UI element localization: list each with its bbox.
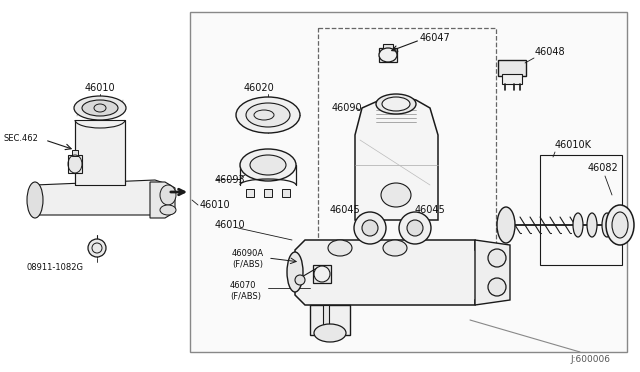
Ellipse shape [314, 266, 330, 282]
Ellipse shape [160, 185, 176, 205]
Text: 46090: 46090 [332, 103, 363, 113]
Bar [498, 60, 526, 76]
Ellipse shape [236, 97, 300, 133]
Text: 46010K: 46010K [555, 140, 592, 150]
Polygon shape [355, 95, 438, 220]
Bar [264, 189, 272, 197]
Text: 46093: 46093 [215, 175, 246, 185]
Bar [323, 305, 329, 327]
Bar [313, 265, 331, 283]
Bar [68, 155, 82, 173]
Text: (F/ABS): (F/ABS) [230, 292, 261, 301]
Bar [190, 12, 627, 352]
Polygon shape [75, 120, 125, 185]
Bar [282, 189, 290, 197]
Ellipse shape [587, 213, 597, 237]
Ellipse shape [488, 249, 506, 267]
Ellipse shape [612, 212, 628, 238]
Ellipse shape [88, 239, 106, 257]
Ellipse shape [82, 100, 118, 116]
Ellipse shape [240, 149, 296, 181]
Ellipse shape [362, 220, 378, 236]
Ellipse shape [160, 205, 176, 215]
Polygon shape [35, 180, 170, 215]
Bar [72, 150, 78, 156]
Ellipse shape [379, 48, 397, 62]
Text: 08911-1082G: 08911-1082G [26, 263, 83, 273]
Ellipse shape [381, 183, 411, 207]
Ellipse shape [74, 96, 126, 120]
Text: 46070: 46070 [230, 280, 257, 289]
Bar [310, 305, 350, 335]
Text: J:600006: J:600006 [570, 356, 610, 365]
Ellipse shape [376, 94, 416, 114]
Text: 46082: 46082 [588, 163, 619, 173]
Text: 46010: 46010 [84, 83, 115, 93]
Bar [318, 28, 496, 276]
Text: 46020: 46020 [244, 83, 275, 93]
Ellipse shape [287, 252, 303, 292]
Bar [502, 74, 522, 84]
Ellipse shape [488, 278, 506, 296]
Polygon shape [295, 240, 505, 305]
Ellipse shape [573, 213, 583, 237]
Ellipse shape [250, 155, 286, 175]
Text: 46090A: 46090A [232, 248, 264, 257]
Ellipse shape [399, 212, 431, 244]
Ellipse shape [328, 240, 352, 256]
Text: 46045: 46045 [415, 205, 445, 215]
Bar [379, 48, 397, 62]
Ellipse shape [27, 182, 43, 218]
Text: 46010: 46010 [215, 220, 246, 230]
Ellipse shape [246, 103, 290, 127]
Text: SEC.462: SEC.462 [3, 134, 38, 142]
Ellipse shape [354, 212, 386, 244]
Ellipse shape [407, 220, 423, 236]
Ellipse shape [314, 324, 346, 342]
Text: 46047: 46047 [420, 33, 451, 43]
Polygon shape [475, 240, 510, 305]
Ellipse shape [295, 275, 305, 285]
Ellipse shape [382, 97, 410, 111]
Polygon shape [150, 182, 175, 218]
Text: 46048: 46048 [535, 47, 566, 57]
Text: 46045: 46045 [330, 205, 360, 215]
Bar [540, 155, 622, 265]
Ellipse shape [606, 205, 634, 245]
Text: (F/ABS): (F/ABS) [232, 260, 263, 269]
Ellipse shape [497, 207, 515, 243]
Text: 46010: 46010 [200, 200, 230, 210]
Ellipse shape [383, 240, 407, 256]
Bar [383, 44, 393, 50]
Ellipse shape [602, 213, 612, 237]
Bar [246, 189, 254, 197]
